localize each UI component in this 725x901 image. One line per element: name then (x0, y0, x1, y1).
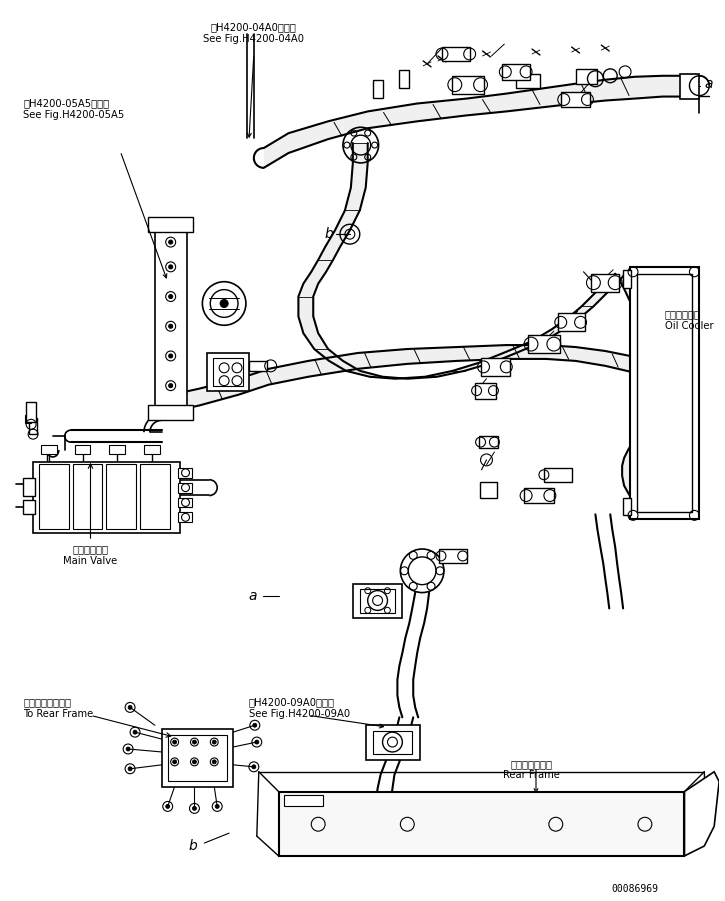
Text: 第H4200-04A0図参照
See Fig.H4200-04A0: 第H4200-04A0図参照 See Fig.H4200-04A0 (203, 23, 304, 44)
Polygon shape (278, 792, 684, 856)
Circle shape (169, 324, 173, 328)
Bar (630, 267, 700, 519)
Circle shape (192, 760, 196, 764)
Text: 第H4200-05A5図参照
See Fig.H4200-05A5: 第H4200-05A5図参照 See Fig.H4200-05A5 (23, 98, 125, 120)
Bar (399, 70, 410, 87)
Bar (475, 383, 497, 398)
Bar (637, 274, 692, 513)
Text: オイルクーラ
Oil Cooler: オイルクーラ Oil Cooler (665, 309, 713, 331)
Bar (442, 47, 470, 61)
Bar (178, 497, 192, 507)
Bar (167, 735, 227, 780)
Circle shape (128, 705, 132, 709)
Circle shape (166, 805, 170, 808)
Polygon shape (684, 772, 719, 856)
Bar (39, 464, 69, 529)
Bar (148, 405, 194, 420)
Text: リヤーフレームへ
To Rear Frame: リヤーフレームへ To Rear Frame (23, 697, 94, 719)
Bar (516, 74, 540, 87)
Circle shape (169, 354, 173, 358)
Circle shape (192, 806, 196, 810)
Bar (41, 445, 57, 454)
Circle shape (220, 299, 228, 307)
Bar (558, 314, 586, 332)
Bar (576, 68, 597, 84)
Text: メインバルブ
Main Valve: メインバルブ Main Valve (63, 544, 117, 566)
Polygon shape (299, 143, 625, 378)
Circle shape (126, 747, 130, 751)
Text: b: b (324, 227, 333, 241)
Text: a: a (248, 588, 257, 603)
Bar (560, 92, 590, 107)
Circle shape (169, 265, 173, 268)
Bar (623, 497, 631, 515)
Bar (144, 445, 160, 454)
Bar (140, 464, 170, 529)
Bar (213, 358, 243, 386)
Bar (249, 361, 267, 371)
Bar (439, 549, 467, 563)
Bar (478, 436, 498, 448)
Circle shape (169, 295, 173, 298)
Bar (373, 732, 413, 754)
Circle shape (253, 724, 257, 727)
Circle shape (215, 805, 219, 808)
Bar (25, 415, 31, 423)
Bar (524, 487, 554, 504)
Polygon shape (616, 274, 682, 514)
Bar (23, 478, 35, 496)
Bar (623, 269, 631, 287)
Polygon shape (264, 76, 679, 168)
Circle shape (128, 767, 132, 770)
Bar (107, 464, 136, 529)
Text: b: b (188, 839, 197, 853)
Bar (528, 335, 560, 353)
Bar (75, 445, 91, 454)
Circle shape (254, 740, 259, 744)
Bar (679, 74, 700, 98)
Bar (72, 464, 102, 529)
Circle shape (169, 241, 173, 244)
Bar (29, 418, 37, 434)
Bar (162, 729, 233, 787)
Circle shape (133, 730, 137, 734)
Text: 00086969: 00086969 (611, 884, 658, 894)
Text: 第H4200-09A0図参照
See Fig.H4200-09A0: 第H4200-09A0図参照 See Fig.H4200-09A0 (249, 697, 350, 719)
Bar (353, 584, 402, 618)
Text: a: a (704, 77, 713, 91)
Bar (592, 274, 619, 292)
Polygon shape (167, 345, 665, 413)
Bar (544, 468, 571, 482)
Circle shape (192, 740, 196, 744)
Bar (283, 795, 323, 806)
Circle shape (173, 760, 177, 764)
Bar (26, 403, 36, 423)
Circle shape (169, 384, 173, 387)
Bar (178, 468, 192, 478)
Bar (178, 483, 192, 493)
Circle shape (212, 740, 216, 744)
Bar (207, 353, 249, 391)
Text: リヤーフレーム
Rear Frame: リヤーフレーム Rear Frame (502, 759, 560, 780)
Circle shape (212, 760, 216, 764)
Bar (23, 499, 35, 514)
Circle shape (173, 740, 177, 744)
Bar (109, 445, 125, 454)
Circle shape (252, 765, 256, 769)
Bar (148, 217, 194, 232)
Bar (360, 588, 395, 614)
Bar (479, 482, 497, 497)
Bar (452, 76, 484, 94)
Bar (155, 223, 186, 410)
Bar (373, 80, 383, 97)
Bar (481, 358, 510, 376)
Bar (33, 462, 180, 533)
Bar (502, 64, 530, 80)
Bar (365, 725, 420, 760)
Bar (178, 513, 192, 523)
